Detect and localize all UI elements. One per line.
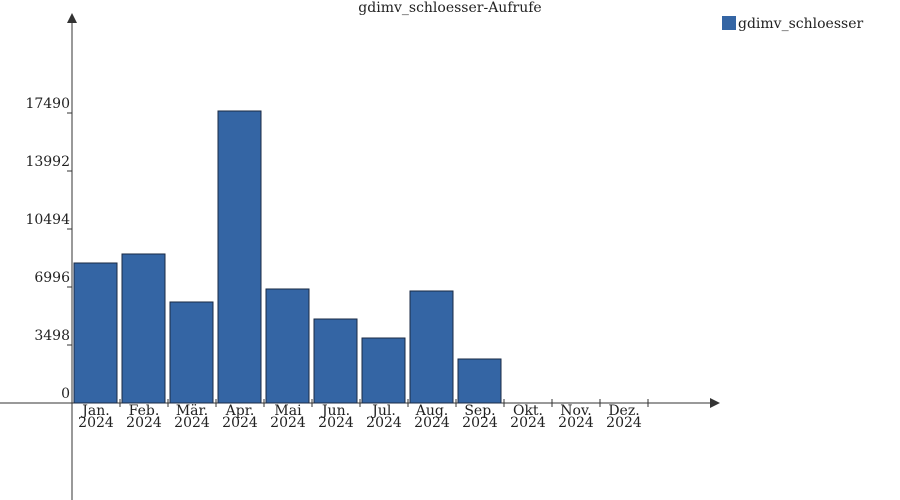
- x-tick-label: 2024: [558, 415, 594, 431]
- x-tick-label: 2024: [126, 415, 162, 431]
- y-tick-label: 6996: [34, 270, 70, 286]
- x-tick-label: Dez.: [608, 403, 639, 419]
- x-tick-label: 2024: [174, 415, 210, 431]
- x-tick-label: 2024: [318, 415, 354, 431]
- x-tick-label: Okt.: [513, 403, 543, 419]
- y-axis-arrow: [67, 13, 77, 23]
- y-tick-label: 17490: [25, 96, 70, 112]
- bar: [409, 290, 454, 404]
- bar: [313, 318, 358, 404]
- legend-swatch: [722, 16, 736, 30]
- x-tick-label: 2024: [510, 415, 546, 431]
- chart-title: gdimv_schloesser-Aufrufe: [358, 0, 541, 16]
- y-tick-label: 0: [61, 386, 70, 402]
- x-tick-label: 2024: [270, 415, 306, 431]
- x-tick-label: 2024: [78, 415, 114, 431]
- x-axis-arrow: [710, 398, 720, 408]
- y-tick-label: 10494: [25, 212, 70, 228]
- bar: [121, 253, 166, 404]
- x-tick-label: Nov.: [560, 403, 591, 419]
- x-tick-label: Aug.: [415, 403, 449, 419]
- y-tick-label: 13992: [25, 154, 70, 170]
- x-tick-label: 2024: [606, 415, 642, 431]
- x-tick-label: Jan.: [80, 403, 109, 419]
- x-tick-label: Sep.: [464, 403, 495, 419]
- bar: [169, 301, 214, 404]
- y-tick-label: 3498: [34, 328, 70, 344]
- x-tick-label: Mai: [274, 403, 302, 419]
- x-tick-label: 2024: [462, 415, 498, 431]
- x-tick-label: 2024: [414, 415, 450, 431]
- bar: [361, 337, 406, 404]
- bar: [457, 358, 502, 404]
- bar: [73, 262, 118, 404]
- legend-label: gdimv_schloesser: [738, 16, 863, 32]
- bar: [265, 288, 310, 404]
- x-tick-label: Mär.: [176, 403, 208, 419]
- x-tick-label: Feb.: [129, 403, 160, 419]
- x-tick-label: Jun.: [320, 403, 350, 419]
- bar: [217, 110, 262, 404]
- x-tick-label: Jul.: [370, 403, 396, 419]
- x-tick-label: 2024: [222, 415, 258, 431]
- x-tick-label: Apr.: [225, 403, 255, 419]
- x-tick-label: 2024: [366, 415, 402, 431]
